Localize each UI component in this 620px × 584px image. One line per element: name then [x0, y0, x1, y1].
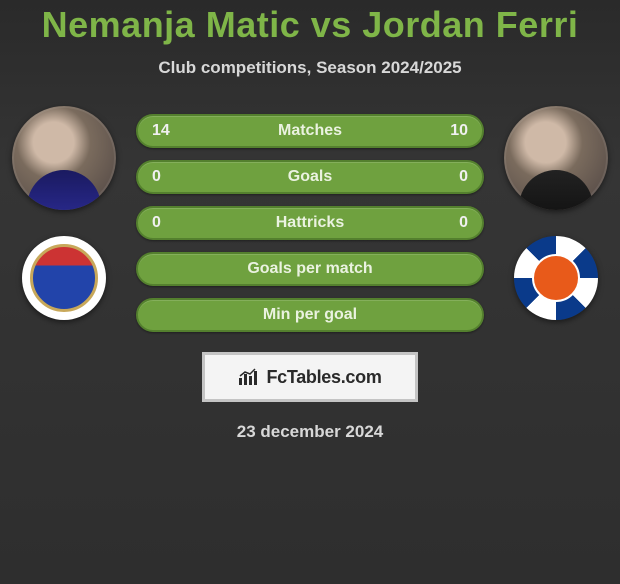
player-right-avatar — [504, 106, 608, 210]
stat-row-hattricks: 0 Hattricks 0 — [136, 206, 484, 240]
stat-label: Hattricks — [180, 214, 440, 232]
stat-left-value: 0 — [152, 168, 180, 186]
stats-column: 14 Matches 10 0 Goals 0 0 Hattricks 0 Go… — [136, 106, 484, 332]
page-title: Nemanja Matic vs Jordan Ferri — [10, 4, 610, 46]
stat-right-value: 10 — [440, 122, 468, 140]
player-right-column — [502, 106, 610, 320]
stat-row-goals-per-match: Goals per match — [136, 252, 484, 286]
player-left-column — [10, 106, 118, 320]
brand-box: FcTables.com — [202, 352, 418, 402]
subtitle: Club competitions, Season 2024/2025 — [10, 58, 610, 78]
stat-row-min-per-goal: Min per goal — [136, 298, 484, 332]
stat-label: Matches — [180, 122, 440, 140]
comparison-card: Nemanja Matic vs Jordan Ferri Club compe… — [0, 4, 620, 442]
club-left-crest — [22, 236, 106, 320]
date-label: 23 december 2024 — [10, 422, 610, 442]
brand-label: FcTables.com — [266, 367, 381, 388]
stat-right-value: 0 — [440, 168, 468, 186]
stat-left-value: 0 — [152, 214, 180, 232]
stat-right-value: 0 — [440, 214, 468, 232]
stat-row-matches: 14 Matches 10 — [136, 114, 484, 148]
stat-label: Goals per match — [180, 260, 440, 278]
comparison-row: 14 Matches 10 0 Goals 0 0 Hattricks 0 Go… — [10, 106, 610, 332]
stat-left-value: 14 — [152, 122, 180, 140]
stat-label: Goals — [180, 168, 440, 186]
chart-icon — [238, 368, 260, 386]
stat-row-goals: 0 Goals 0 — [136, 160, 484, 194]
stat-label: Min per goal — [180, 306, 440, 324]
player-left-avatar — [12, 106, 116, 210]
club-right-crest — [514, 236, 598, 320]
